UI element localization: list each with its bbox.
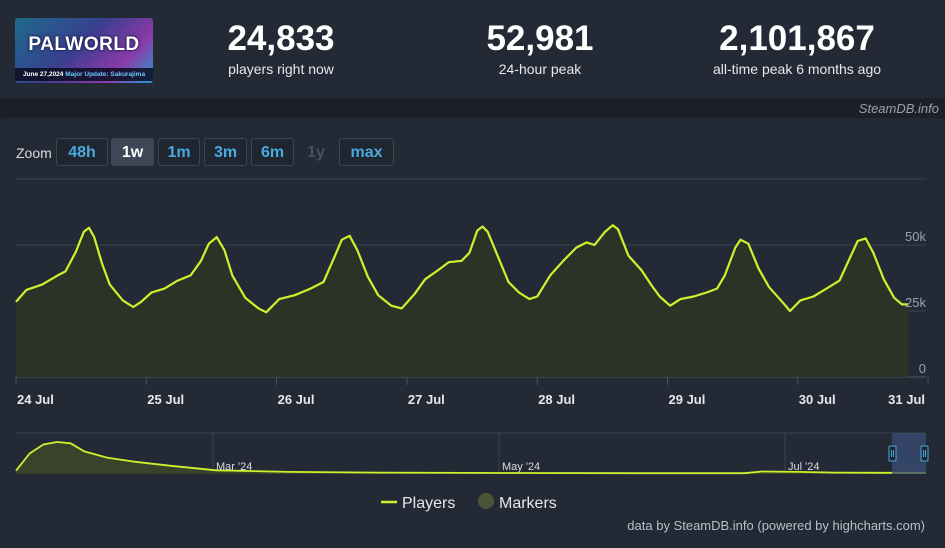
legend-markers-symbol [478, 493, 494, 509]
x-axis: 24 Jul 25 Jul 26 Jul 27 Jul 28 Jul 29 Jul 30 J… [15, 377, 929, 407]
players-area [16, 225, 909, 377]
zoom-1m-button[interactable]: 1m [158, 138, 200, 166]
legend-markers-label[interactable]: Markers [499, 495, 557, 512]
y-tick-label-1: 25k [905, 295, 926, 310]
x-tick-label-3: 27 Jul [408, 392, 445, 407]
zoom-48h-button[interactable]: 48h [56, 138, 108, 166]
navigator-selection[interactable] [892, 433, 926, 474]
logo-caption: June 27,2024 Major Update: Sakurajima [15, 68, 153, 81]
navigator-area [16, 442, 926, 474]
stat-current-label: players right now [228, 61, 334, 77]
x-tick-label-5: 29 Jul [669, 392, 706, 407]
stat-24h-peak-value: 52,981 [486, 19, 594, 58]
stat-all-time-peak-label: all-time peak 6 months ago [712, 61, 882, 77]
game-logo[interactable]: PALWORLD June 27,2024 Major Update: Saku… [15, 18, 153, 83]
zoom-1w-button[interactable]: 1w [111, 138, 154, 166]
navigator: Mar '24 May '24 Jul '24 [15, 432, 929, 475]
stat-all-time-peak: 2,101,867 all-time peak 6 months ago [677, 19, 917, 78]
legend-players-label[interactable]: Players [402, 495, 455, 512]
y-axis: 0 25k 50k [905, 229, 926, 376]
logo-update: Major Update: Sakurajima [65, 71, 146, 78]
x-tick-label-2: 26 Jul [278, 392, 315, 407]
players-line [15, 224, 909, 314]
navigator-label-0: Mar '24 [216, 461, 252, 473]
x-tick-label-7: 31 Jul [888, 392, 925, 407]
logo-date: June 27,2024 [22, 71, 64, 78]
navigator-handle-right[interactable] [920, 445, 929, 462]
zoom-3m-button[interactable]: 3m [204, 138, 247, 166]
chart-legend: Players Markers [381, 493, 557, 512]
navigator-handle-left[interactable] [888, 445, 897, 462]
stat-current: 24,833 players right now [161, 19, 401, 78]
steamdb-credit[interactable]: SteamDB.info [858, 101, 939, 116]
stat-all-time-peak-value: 2,101,867 [719, 19, 875, 58]
stat-current-value: 24,833 [227, 19, 335, 58]
x-tick-label-4: 28 Jul [538, 392, 575, 407]
zoom-label: Zoom [16, 145, 52, 161]
navigator-line [15, 441, 926, 475]
navigator-label-2: Jul '24 [788, 461, 819, 473]
navigator-label-1: May '24 [502, 461, 540, 473]
zoom-6m-button[interactable]: 6m [251, 138, 294, 166]
logo-title: PALWORLD [28, 34, 140, 55]
y-tick-label-0: 0 [919, 361, 926, 376]
x-tick-label-6: 30 Jul [799, 392, 836, 407]
highcharts-credit[interactable]: data by SteamDB.info (powered by highcha… [627, 518, 925, 533]
y-tick-label-2: 50k [905, 229, 926, 244]
x-tick-label-1: 25 Jul [147, 392, 184, 407]
stat-24h-peak: 52,981 24-hour peak [420, 19, 660, 78]
zoom-max-button[interactable]: max [339, 138, 394, 166]
x-tick-label-0: 24 Jul [17, 392, 54, 407]
zoom-1y-button: 1y [307, 144, 325, 161]
stats-bar [0, 0, 945, 98]
stat-24h-peak-label: 24-hour peak [498, 61, 582, 77]
